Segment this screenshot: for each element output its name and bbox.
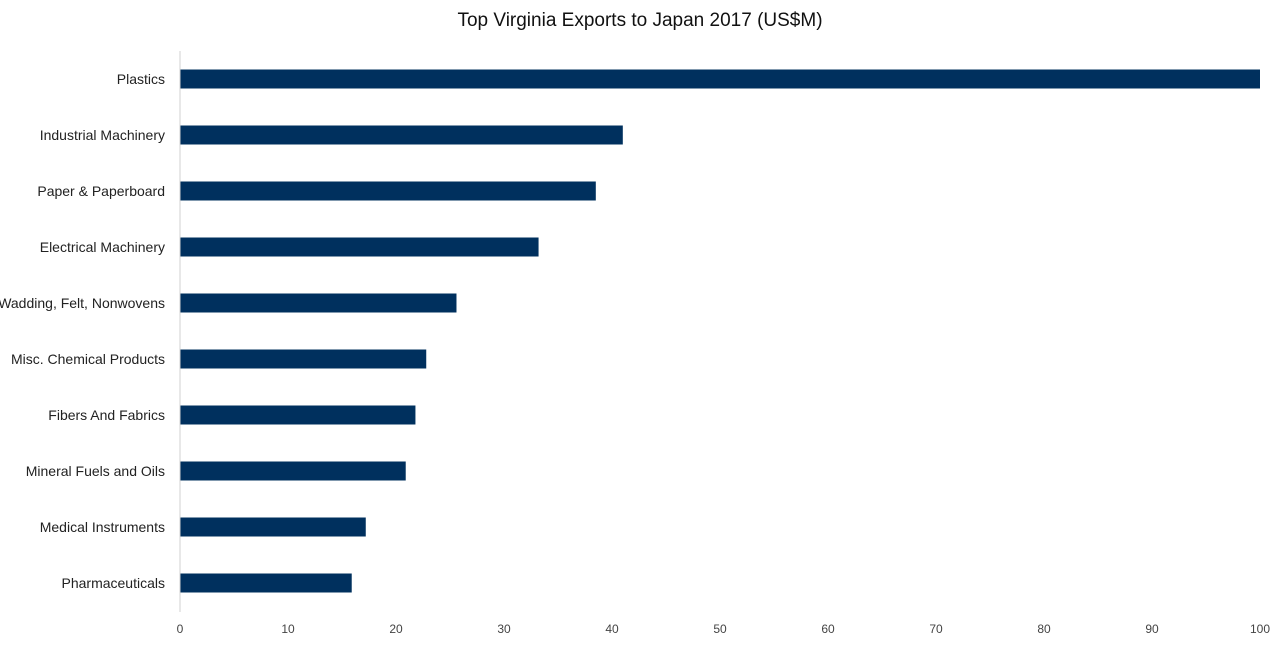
bar-misc-chemical-products: [180, 349, 427, 369]
x-tick-label: 10: [281, 622, 295, 636]
bar-paper-paperboard: [180, 181, 596, 201]
bars-group: [180, 69, 1260, 593]
bar-medical-instruments: [180, 517, 366, 537]
category-label: Industrial Machinery: [40, 127, 165, 143]
x-tick-label: 20: [389, 622, 403, 636]
x-tick-label: 90: [1145, 622, 1159, 636]
bar-mineral-fuels-and-oils: [180, 461, 406, 481]
chart-title: Top Virginia Exports to Japan 2017 (US$M…: [457, 10, 823, 31]
x-tick-label: 30: [497, 622, 511, 636]
category-label: Electrical Machinery: [40, 239, 165, 255]
bar-industrial-machinery: [180, 125, 623, 145]
x-tick-label: 80: [1037, 622, 1051, 636]
x-tick-label: 40: [605, 622, 619, 636]
category-label: Misc. Chemical Products: [11, 351, 165, 367]
category-label: Fibers And Fabrics: [48, 407, 165, 423]
category-label: Medical Instruments: [40, 519, 165, 535]
x-tick-label: 50: [713, 622, 727, 636]
bar-plastics: [180, 69, 1260, 89]
x-tick-label: 70: [929, 622, 943, 636]
bar-pharmaceuticals: [180, 573, 352, 593]
category-labels-group: Plastics Industrial Machinery Paper & Pape…: [0, 71, 165, 591]
category-label: Mineral Fuels and Oils: [26, 463, 165, 479]
x-tick-label: 0: [177, 622, 184, 636]
category-label: Wadding, Felt, Nonwovens: [0, 295, 165, 311]
category-label: Plastics: [117, 71, 165, 87]
bar-fibers-and-fabrics: [180, 405, 416, 425]
category-label: Pharmaceuticals: [62, 575, 166, 591]
bar-electrical-machinery: [180, 237, 539, 257]
bar-wadding-felt-nonwovens: [180, 293, 457, 313]
x-tick-label: 100: [1250, 622, 1270, 636]
x-tick-labels-group: 0 10 20 30 40 50 60 70 80 90 100: [177, 622, 1271, 636]
category-label: Paper & Paperboard: [37, 183, 165, 199]
x-tick-label: 60: [821, 622, 835, 636]
